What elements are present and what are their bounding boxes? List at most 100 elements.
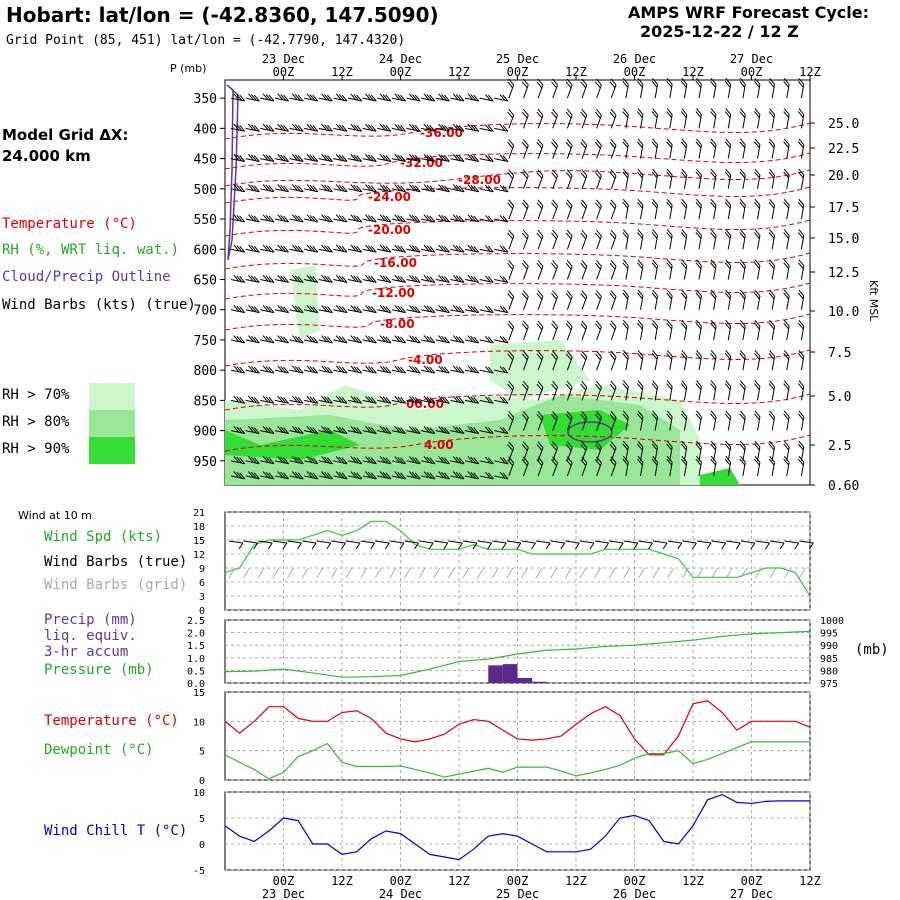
wind-barb [786, 356, 790, 371]
wind-barb-flag [537, 320, 544, 328]
wind-barb-flag [595, 202, 601, 210]
wind-barb-flag [236, 396, 243, 403]
wind-barb-flag [400, 245, 406, 253]
wind-barb-flag [338, 275, 345, 283]
wind-barb [406, 127, 421, 132]
wind-barb [245, 278, 260, 283]
wind-barb-flag [581, 350, 588, 358]
wind-barb-flag [499, 335, 506, 343]
wind-barb-flag [681, 138, 688, 146]
pressure-line [224, 630, 811, 678]
wind-barb-flag [725, 319, 732, 327]
wind-barb [450, 248, 465, 253]
wind-barb [596, 175, 602, 189]
wind-panel-ytick-label: 0 [199, 606, 205, 617]
wind-barb-flag [335, 425, 342, 433]
wind-barb-flag [368, 471, 374, 479]
wind-barb [304, 430, 318, 434]
wind-barb-flag [508, 169, 515, 176]
wind-barb-flag [522, 260, 529, 267]
date-label-top: 23 Dec [262, 52, 305, 66]
wind-barb-flag [251, 124, 257, 131]
grid-wind-barb [287, 567, 294, 579]
wind-barb-flag [426, 124, 433, 131]
wind-barb [464, 309, 479, 314]
wind-barb-flag [552, 320, 558, 328]
wind-barb [640, 114, 644, 129]
wind-barb [421, 430, 435, 434]
wind-10m-header: Wind at 10 m [18, 509, 92, 522]
wind-barb-flag [294, 335, 301, 343]
wind-barb-flag [321, 274, 327, 282]
wind-panel-ytick-label: 12 [193, 550, 205, 561]
wind-barb-flag [400, 366, 406, 374]
wind-barb-flag [710, 259, 717, 267]
wind-barb-flag [581, 139, 588, 146]
wind-barb [552, 387, 559, 401]
grid-point-subtitle: Grid Point (85, 451) lat/lon = (-42.7790… [6, 33, 406, 48]
wind-barb-flag [452, 425, 459, 433]
surface-wind-barb-flag [443, 542, 449, 550]
wind-barb-flag [338, 184, 345, 192]
wind-barb-flag [309, 275, 316, 283]
wind-barb-flag [411, 124, 418, 131]
wind-barb [552, 296, 559, 310]
wind-barb [786, 326, 790, 341]
wind-barb-flag [473, 276, 480, 283]
wind-barb-flag [610, 411, 617, 418]
wind-barb-flag [487, 336, 494, 344]
wind-barb-flag [248, 456, 254, 463]
wind-barb-flag [429, 336, 436, 344]
wind-barb-flag [508, 199, 515, 207]
wind-barb-flag [444, 94, 450, 102]
wind-barb-flag [277, 456, 284, 463]
wind-barb-flag [499, 366, 506, 373]
wind-barb-flag [397, 335, 404, 343]
surface-wind-barb [360, 540, 375, 544]
wind-barb-flag [485, 245, 491, 252]
wind-barb-flag [233, 214, 240, 222]
wind-barb-flag [327, 427, 333, 434]
wind-barb-flag [309, 214, 316, 222]
wind-barb [683, 235, 688, 250]
wind-barb-flag [458, 94, 465, 102]
wind-barb-flag [353, 366, 360, 373]
wind-barb-flag [306, 305, 313, 312]
wind-barb-flag [551, 232, 557, 240]
page-title: Hobart: lat/lon = (-42.8360, 147.5090) [6, 3, 439, 27]
wind-barb-flag [681, 410, 688, 418]
wind-barb-flag [283, 245, 289, 253]
wind-barb-flag [341, 306, 348, 313]
wind-barb-flag [327, 366, 333, 374]
wind-barb [421, 475, 435, 480]
wind-barb [289, 339, 304, 344]
wind-barb-flag [473, 366, 480, 374]
surface-wind-barb-flag [735, 542, 741, 550]
wind-barb-flag [321, 153, 327, 161]
wind-barb [304, 369, 318, 374]
wind-barb-flag [385, 336, 392, 344]
wind-barb [640, 265, 644, 280]
wind-barb-flag [507, 262, 514, 270]
wind-barb [274, 248, 289, 253]
wind-barb [683, 356, 688, 371]
precip-accum-label: 3-hr accum [44, 644, 129, 660]
wind-barb-flag [291, 214, 298, 222]
wind-barb-flag [651, 262, 658, 269]
wind-barb-flag [350, 456, 357, 463]
wind-barb [713, 416, 717, 431]
wind-barb-flag [637, 259, 644, 267]
wind-barb-flag [353, 124, 360, 131]
wind-barb-flag [265, 471, 272, 479]
wind-barb-flag [268, 155, 275, 162]
wind-panel-ytick-label: 18 [193, 522, 205, 533]
wind-barb-flag [798, 440, 805, 448]
wind-barb-flag [397, 94, 404, 101]
wind-barb-flag [280, 456, 287, 464]
rh-legend-80-swatch [89, 410, 135, 437]
wind-barb [333, 248, 348, 253]
wind-barb-flag [783, 443, 790, 451]
surface-wind-barb-flag [604, 542, 610, 550]
wind-barb-flag [353, 471, 360, 479]
wind-barb-flag [739, 319, 746, 327]
